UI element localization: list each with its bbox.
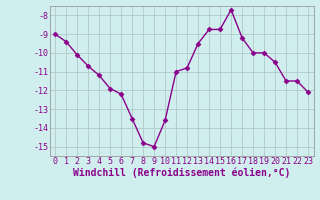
- X-axis label: Windchill (Refroidissement éolien,°C): Windchill (Refroidissement éolien,°C): [73, 168, 290, 178]
